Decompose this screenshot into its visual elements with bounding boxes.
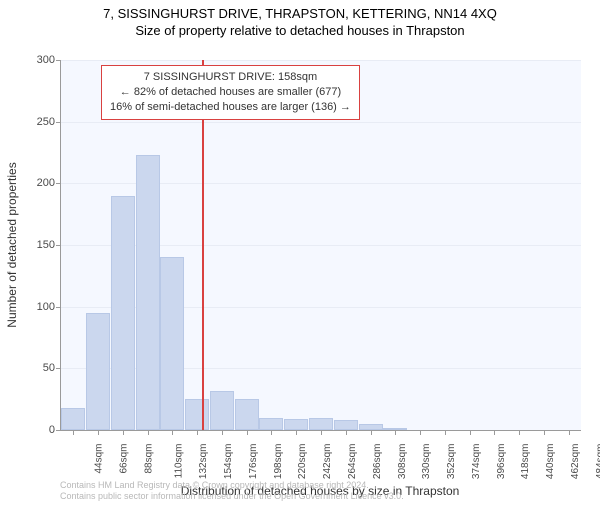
- xtick-mark: [346, 430, 347, 435]
- footer-line1: Contains HM Land Registry data © Crown c…: [60, 480, 404, 491]
- xtick-mark: [569, 430, 570, 435]
- chart-title-sub: Size of property relative to detached ho…: [0, 23, 600, 38]
- ytick-label: 200: [21, 177, 55, 189]
- xtick-label: 264sqm: [347, 444, 358, 480]
- ytick-mark: [56, 183, 61, 184]
- ytick-mark: [56, 60, 61, 61]
- xtick-mark: [73, 430, 74, 435]
- xtick-label: 220sqm: [298, 444, 309, 480]
- xtick-label: 352sqm: [446, 444, 457, 480]
- xtick-mark: [445, 430, 446, 435]
- xtick-label: 44sqm: [94, 444, 105, 474]
- xtick-mark: [222, 430, 223, 435]
- histogram-bar: [334, 420, 358, 430]
- xtick-mark: [123, 430, 124, 435]
- ytick-mark: [56, 245, 61, 246]
- gridline: [61, 60, 581, 61]
- xtick-mark: [98, 430, 99, 435]
- chart-area: Number of detached properties 0501001502…: [60, 60, 580, 430]
- xtick-label: 66sqm: [119, 444, 130, 474]
- xtick-mark: [271, 430, 272, 435]
- xtick-label: 176sqm: [248, 444, 259, 480]
- plot-region: 05010015020025030044sqm66sqm88sqm110sqm1…: [60, 60, 581, 431]
- ytick-mark: [56, 122, 61, 123]
- xtick-label: 418sqm: [520, 444, 531, 480]
- xtick-label: 198sqm: [273, 444, 284, 480]
- ytick-label: 50: [21, 362, 55, 374]
- ytick-label: 100: [21, 301, 55, 313]
- histogram-bar: [259, 418, 283, 430]
- info-box-line2: ← 82% of detached houses are smaller (67…: [110, 85, 351, 100]
- histogram-bar: [185, 399, 209, 430]
- xtick-mark: [247, 430, 248, 435]
- info-box-line3: 16% of semi-detached houses are larger (…: [110, 100, 351, 115]
- ytick-label: 0: [21, 424, 55, 436]
- xtick-label: 308sqm: [397, 444, 408, 480]
- xtick-label: 154sqm: [223, 444, 234, 480]
- xtick-label: 242sqm: [322, 444, 333, 480]
- xtick-label: 440sqm: [545, 444, 556, 480]
- xtick-mark: [172, 430, 173, 435]
- info-box-line1: 7 SISSINGHURST DRIVE: 158sqm: [110, 70, 351, 85]
- xtick-mark: [519, 430, 520, 435]
- xtick-mark: [296, 430, 297, 435]
- ytick-mark: [56, 368, 61, 369]
- ytick-label: 250: [21, 116, 55, 128]
- xtick-mark: [371, 430, 372, 435]
- gridline: [61, 122, 581, 123]
- footer-attribution: Contains HM Land Registry data © Crown c…: [60, 480, 404, 503]
- xtick-mark: [395, 430, 396, 435]
- ytick-mark: [56, 307, 61, 308]
- histogram-bar: [309, 418, 333, 430]
- xtick-mark: [197, 430, 198, 435]
- xtick-mark: [148, 430, 149, 435]
- xtick-label: 462sqm: [570, 444, 581, 480]
- y-axis-label: Number of detached properties: [5, 162, 19, 327]
- xtick-label: 88sqm: [143, 444, 154, 474]
- histogram-bar: [111, 196, 135, 430]
- histogram-bar: [136, 155, 160, 430]
- xtick-mark: [321, 430, 322, 435]
- histogram-bar: [235, 399, 259, 430]
- histogram-bar: [284, 419, 308, 430]
- ytick-label: 300: [21, 54, 55, 66]
- xtick-mark: [544, 430, 545, 435]
- info-box: 7 SISSINGHURST DRIVE: 158sqm← 82% of det…: [101, 65, 360, 120]
- histogram-bar: [210, 391, 234, 430]
- ytick-mark: [56, 430, 61, 431]
- xtick-label: 484sqm: [595, 444, 600, 480]
- histogram-bar: [160, 257, 184, 430]
- footer-line2: Contains public sector information licen…: [60, 491, 404, 502]
- histogram-bar: [86, 313, 110, 430]
- xtick-mark: [420, 430, 421, 435]
- xtick-mark: [494, 430, 495, 435]
- xtick-label: 396sqm: [496, 444, 507, 480]
- xtick-label: 330sqm: [421, 444, 432, 480]
- histogram-bar: [61, 408, 85, 430]
- xtick-label: 132sqm: [199, 444, 210, 480]
- xtick-label: 374sqm: [471, 444, 482, 480]
- xtick-label: 110sqm: [173, 444, 184, 479]
- chart-title-main: 7, SISSINGHURST DRIVE, THRAPSTON, KETTER…: [0, 6, 600, 21]
- ytick-label: 150: [21, 239, 55, 251]
- xtick-label: 286sqm: [372, 444, 383, 480]
- xtick-mark: [470, 430, 471, 435]
